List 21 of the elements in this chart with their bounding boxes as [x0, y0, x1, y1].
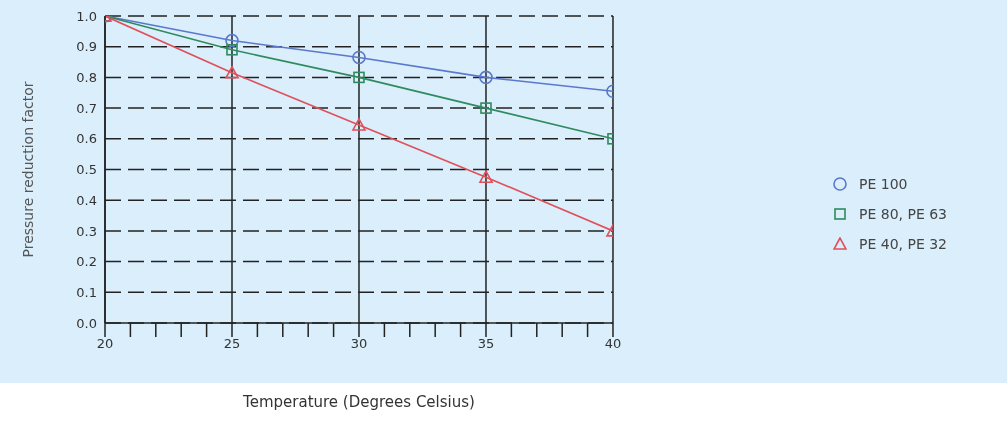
y-tick-label: 0.1 [76, 284, 97, 300]
y-tick-label: 0.8 [76, 70, 97, 86]
y-tick-label: 1.0 [76, 8, 97, 24]
x-axis-title: Temperature (Degrees Celsius) [242, 393, 475, 411]
y-tick-label: 0.3 [76, 223, 97, 239]
y-tick-label: 0.6 [76, 131, 97, 147]
legend-label: PE 80, PE 63 [858, 205, 947, 222]
y-tick-label: 0.4 [76, 192, 97, 208]
legend-label: PE 40, PE 32 [858, 235, 947, 252]
y-tick-label: 0.5 [76, 162, 97, 178]
x-tick-label: 40 [604, 336, 622, 352]
y-tick-label: 0.9 [76, 39, 97, 55]
x-tick-label: 20 [96, 336, 114, 352]
x-tick-label: 30 [350, 336, 368, 352]
y-tick-label: 0.7 [76, 100, 97, 116]
x-tick-label: 25 [223, 336, 241, 352]
legend-label: PE 100 [858, 175, 908, 192]
y-axis-title: Pressure reduction factor [19, 81, 36, 258]
y-tick-label: 0.0 [76, 315, 97, 331]
y-tick-label: 0.2 [76, 254, 97, 270]
x-tick-label: 35 [477, 336, 495, 352]
